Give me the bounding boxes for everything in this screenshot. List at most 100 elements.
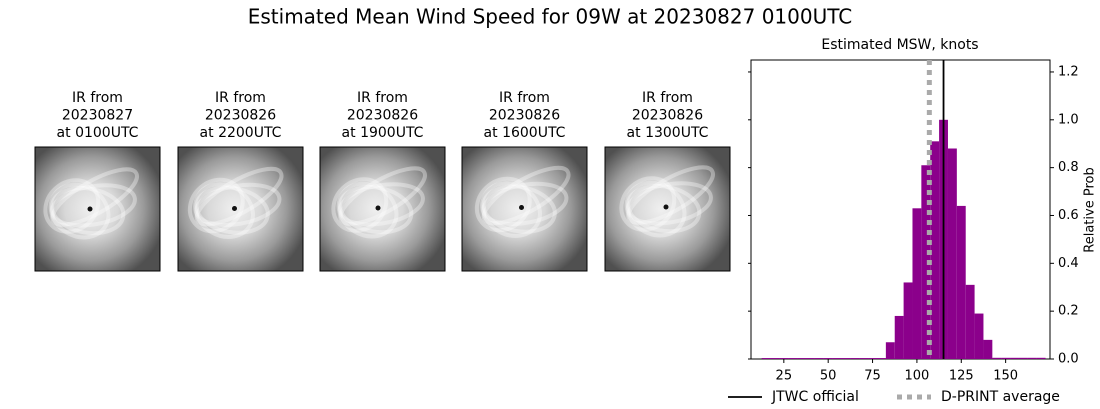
bar [788,358,798,359]
bar [921,165,931,359]
bar [868,358,877,359]
bar [1018,357,1028,359]
satellite-image [319,146,446,272]
cloud-band [474,176,532,233]
cloud-band [626,165,715,225]
x-tick-label: 100 [904,369,929,384]
image-label: at 0100UTC [57,125,139,141]
bar [1001,357,1011,359]
y-tick-label: 0.4 [1058,256,1079,271]
image-label: at 1300UTC [627,125,709,141]
cloud-band [481,165,571,226]
bar [850,358,860,359]
cloud-band [481,184,557,234]
satellite-image [461,146,588,272]
cloud-band [331,177,389,233]
storm-eye [87,206,93,212]
image-label: IR from [215,90,266,106]
bar [974,313,984,359]
cloud-band [337,182,425,227]
legend-label: JTWC official [771,389,859,405]
bar [992,357,1002,359]
bar [1036,357,1046,359]
x-tick-label: 50 [820,369,837,384]
bar [823,358,833,359]
cloud-band [50,186,126,236]
bar [876,358,886,359]
bar [797,358,807,359]
bar [761,358,771,359]
bar [859,358,869,359]
x-tick-label: 25 [776,369,793,384]
x-tick-label: 75 [864,369,881,384]
bar [779,358,789,359]
y-tick-label: 0.6 [1058,208,1079,223]
image-label: 20230826 [205,108,276,124]
chart-title: Estimated MSW, knots [821,37,978,53]
cloud-band [187,177,245,234]
bar [885,342,895,359]
image-label: at 1900UTC [342,125,424,141]
storm-eye [663,204,669,210]
bar [912,208,922,359]
bar [1027,357,1037,359]
satellite-image [177,146,304,272]
cloud-band [43,178,101,234]
cloud-band [193,182,255,239]
cloud-band [480,181,542,238]
cloud-band [336,181,399,239]
bar [894,315,904,359]
bar [770,358,780,359]
storm-eye [375,205,381,211]
cloud-band [338,185,414,235]
bar [814,358,824,359]
image-label: IR from [499,90,550,106]
image-label: at 1600UTC [484,125,566,141]
cloud-band [49,183,137,228]
cloud-band [194,166,284,227]
bar [983,339,993,359]
image-label: IR from [642,90,693,106]
y-tick-label: 0.2 [1058,304,1079,319]
x-tick-label: 125 [949,369,974,384]
page-title: Estimated Mean Wind Speed for 09W at 202… [248,5,853,29]
bar [832,358,842,359]
bar [806,358,815,359]
bar [956,205,966,359]
cloud-band [624,180,687,238]
cloud-band [625,181,713,226]
image-label: IR from [72,90,123,106]
cloud-band [626,184,702,234]
plot-frame [750,59,1051,360]
cloud-band [50,167,139,227]
image-label: 20230827 [62,108,133,124]
storm-eye [519,205,524,210]
bar [903,282,913,359]
y-tick-label: 0.8 [1058,160,1079,175]
bar [947,148,957,359]
image-label: 20230826 [489,108,560,124]
y-tick-label: 1.0 [1058,112,1079,127]
y-tick-label: 0.0 [1058,352,1079,367]
cloud-band [194,185,270,235]
cloud-band [194,182,282,227]
y-tick-label: 1.2 [1058,64,1079,79]
x-tick-label: 150 [993,369,1018,384]
storm-eye [232,206,237,211]
legend-label: D-PRINT average [941,389,1060,405]
cloud-band [619,176,677,232]
bar [965,284,975,359]
satellite-image [34,146,161,272]
image-label: IR from [357,90,408,106]
cloud-band [481,181,569,226]
bar [930,141,940,359]
cloud-band [48,182,111,240]
bar [841,358,851,359]
cloud-band [338,166,427,226]
image-label: 20230826 [632,108,703,124]
image-label: 20230826 [347,108,418,124]
bar [1010,357,1019,359]
y-axis-label: Relative Prob [1083,167,1098,252]
image-label: at 2200UTC [200,125,282,141]
